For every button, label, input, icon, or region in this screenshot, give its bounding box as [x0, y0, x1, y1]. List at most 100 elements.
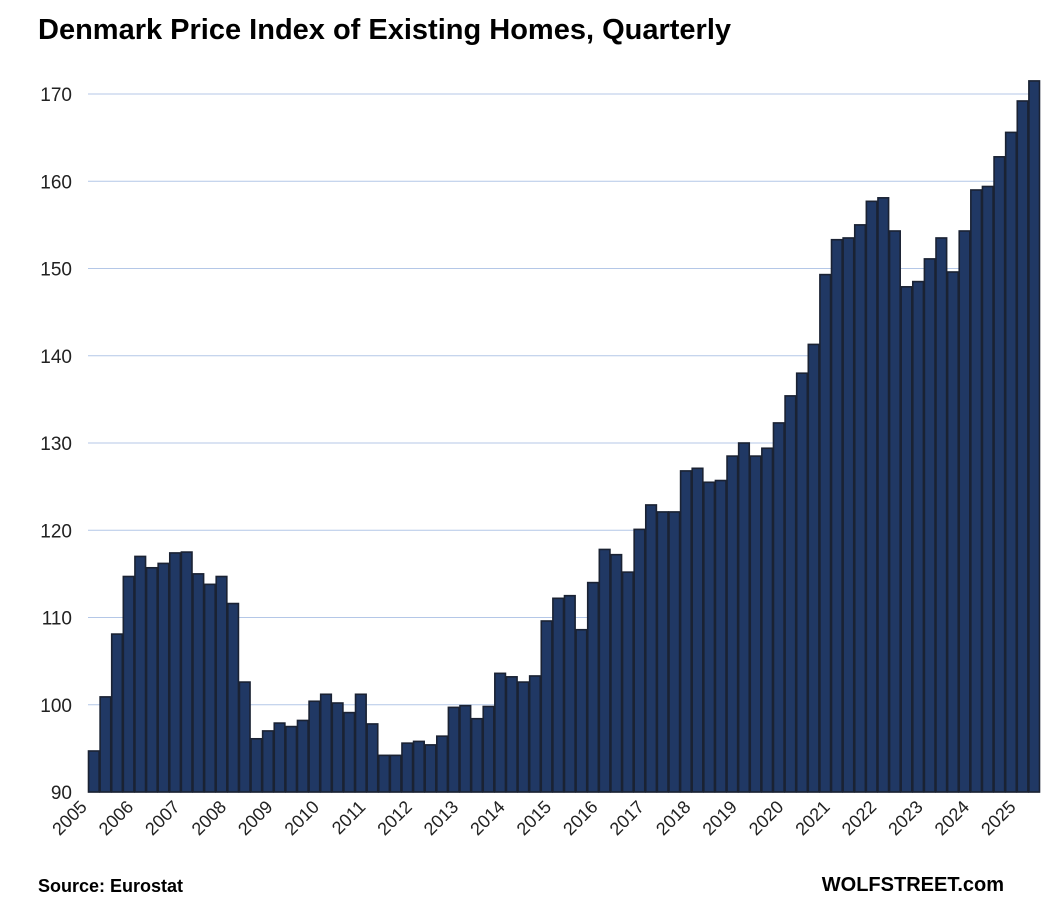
bar: [285, 725, 298, 793]
y-tick-label: 150: [40, 260, 72, 281]
bar: [470, 717, 484, 793]
x-tick-label: 2013: [420, 797, 462, 839]
x-tick-label: 2015: [513, 797, 555, 839]
bar: [900, 286, 913, 793]
y-tick-label: 160: [40, 172, 72, 193]
chart-title: Denmark Price Index of Existing Homes, Q…: [38, 14, 732, 46]
bar: [366, 723, 379, 793]
brand-label: WOLFSTREET.com: [821, 874, 1004, 896]
bar: [633, 528, 646, 793]
bar: [99, 696, 112, 793]
bar: [505, 676, 518, 793]
x-tick-label: 2017: [606, 797, 648, 839]
bar: [761, 447, 774, 793]
bar: [563, 594, 576, 793]
bar: [644, 504, 658, 793]
bar: [621, 571, 634, 793]
bar: [679, 470, 693, 793]
bar: [737, 442, 751, 793]
bar: [482, 705, 495, 793]
x-tick-label: 2025: [977, 797, 1019, 839]
bar: [435, 735, 449, 793]
bar: [575, 628, 588, 793]
bar: [842, 237, 855, 793]
bar: [389, 754, 402, 793]
bar: [122, 575, 135, 793]
x-tick-label: 2016: [559, 797, 601, 839]
x-tick-label: 2022: [838, 797, 880, 839]
bar: [610, 553, 623, 793]
bar: [598, 548, 611, 793]
bar: [494, 672, 507, 793]
x-tick-label: 2007: [141, 797, 183, 839]
x-tick-label: 2014: [466, 797, 508, 839]
bar: [250, 737, 263, 793]
y-tick-label: 170: [40, 85, 72, 106]
bar: [227, 602, 240, 793]
x-tick-label: 2010: [281, 797, 323, 839]
bar: [180, 551, 193, 793]
x-tick-label: 2012: [373, 797, 415, 839]
bar: [1004, 131, 1018, 793]
x-tick-label: 2006: [95, 797, 137, 839]
bar: [552, 597, 565, 793]
bar: [134, 555, 147, 793]
bars: [87, 80, 1041, 793]
bar: [911, 280, 925, 793]
bar: [412, 740, 425, 793]
bar: [993, 156, 1006, 793]
bar: [946, 271, 960, 793]
bar: [261, 730, 275, 793]
y-tick-label: 140: [40, 347, 72, 368]
bar: [192, 573, 205, 793]
bar: [795, 372, 809, 793]
bar: [981, 185, 994, 793]
bar: [424, 744, 437, 793]
bar: [168, 552, 182, 793]
bar: [714, 479, 727, 793]
bar: [888, 230, 901, 793]
x-tick-label: 2009: [234, 797, 276, 839]
bar: [784, 395, 797, 793]
bar: [586, 581, 600, 793]
bar: [691, 467, 704, 793]
x-tick-label: 2018: [652, 797, 694, 839]
bar: [830, 238, 843, 793]
bar: [726, 455, 739, 793]
bar: [749, 455, 762, 793]
bar: [656, 511, 669, 793]
x-tick-label: 2021: [791, 797, 833, 839]
bar: [517, 681, 530, 793]
bar: [528, 675, 542, 793]
bar: [296, 719, 309, 793]
bar: [772, 422, 785, 793]
bar: [807, 343, 820, 793]
bar: [935, 237, 948, 793]
bar: [447, 706, 460, 793]
bar: [819, 273, 832, 793]
bar: [401, 742, 414, 793]
bar: [459, 704, 472, 793]
source-label: Source: Eurostat: [38, 876, 184, 896]
y-tick-label: 100: [40, 696, 72, 717]
bar: [540, 620, 553, 793]
x-tick-label: 2011: [328, 797, 370, 839]
bar: [865, 200, 878, 793]
y-tick-label: 90: [51, 783, 72, 804]
bar: [343, 711, 356, 793]
x-tick-label: 2023: [884, 797, 926, 839]
bar: [87, 750, 100, 793]
x-tick-label: 2024: [931, 797, 973, 839]
bar: [157, 562, 170, 793]
bar: [354, 693, 367, 793]
bar: [145, 566, 158, 793]
bar: [331, 702, 344, 793]
bar: [377, 754, 391, 793]
bar: [319, 693, 333, 793]
bar: [923, 258, 936, 793]
x-tick-label: 2008: [188, 797, 230, 839]
bar: [238, 681, 251, 793]
y-tick-label: 110: [42, 609, 72, 630]
bar: [853, 224, 867, 793]
